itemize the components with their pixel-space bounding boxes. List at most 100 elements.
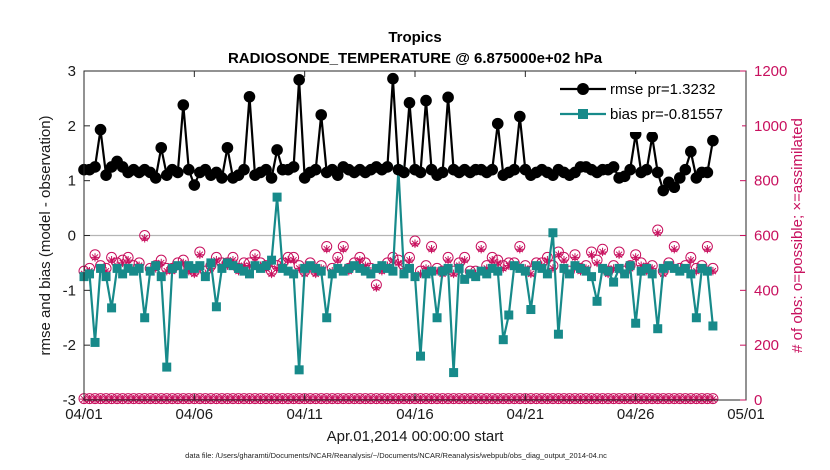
assimilated-obs-low-marker <box>140 394 149 404</box>
bias-point <box>675 266 685 276</box>
assimilated-obs-low-marker <box>162 394 171 404</box>
bias-point <box>564 269 574 279</box>
assimilated-obs-marker <box>355 255 365 265</box>
assimilated-obs-low-marker <box>195 394 205 404</box>
assimilated-obs-marker <box>245 261 254 270</box>
bias-point <box>261 261 271 271</box>
assimilated-obs-marker <box>377 266 387 276</box>
assimilated-obs-low-marker <box>311 394 320 404</box>
assimilated-obs-low-marker <box>201 394 210 404</box>
assimilated-obs-low-marker <box>559 394 569 404</box>
assimilated-obs-marker <box>427 245 436 254</box>
assimilated-obs-marker <box>289 255 298 265</box>
bias-point <box>410 272 420 282</box>
bias-point <box>278 263 288 273</box>
assimilated-obs-marker <box>554 250 563 259</box>
assimilated-obs-marker <box>449 269 458 279</box>
assimilated-obs-low-marker <box>659 394 668 404</box>
y-tick-label: 2 <box>68 118 76 135</box>
chart-subtitle: RADIOSONDE_TEMPERATURE @ 6.875000e+02 hP… <box>228 50 603 67</box>
assimilated-obs-low-marker <box>609 394 618 404</box>
bias-point <box>625 261 635 271</box>
rmse-point <box>640 163 653 176</box>
rmse-point <box>100 169 112 181</box>
rmse-point <box>171 166 184 179</box>
bias-point <box>416 351 426 361</box>
rmse-point <box>701 166 714 179</box>
rmse-point <box>260 163 272 176</box>
bias-point <box>404 263 414 273</box>
assimilated-obs-low-marker <box>322 394 331 404</box>
assimilated-obs-low-marker <box>339 394 348 404</box>
bias-point <box>636 266 646 276</box>
assimilated-obs-low-marker <box>675 394 684 404</box>
assimilated-obs-low-marker <box>245 394 254 404</box>
assimilated-obs-low-marker <box>234 394 243 404</box>
bias-point <box>487 263 497 273</box>
bias-point <box>156 272 166 282</box>
bias-point <box>85 269 95 279</box>
bias-point <box>289 269 299 279</box>
bias-point <box>476 266 486 276</box>
bias-point <box>256 263 266 273</box>
y-tick-label: 0 <box>68 228 76 245</box>
x-tick-label: 04/06 <box>176 406 214 423</box>
bias-point <box>609 277 619 287</box>
rmse-point <box>436 166 449 179</box>
rmse-point <box>94 123 107 136</box>
bias-point <box>129 266 139 276</box>
bias-point <box>471 272 481 282</box>
bias-point <box>333 263 343 273</box>
bias-point <box>553 329 563 339</box>
assimilated-obs-low-marker <box>614 394 624 404</box>
assimilated-obs-low-marker <box>372 394 381 404</box>
assimilated-obs-low-marker <box>157 394 166 404</box>
bias-point <box>90 337 100 347</box>
assimilated-obs-marker <box>631 253 640 262</box>
assimilated-obs-low-marker <box>510 394 519 404</box>
bias-point <box>465 269 475 279</box>
rmse-point <box>387 72 399 85</box>
assimilated-obs-low-marker <box>443 394 453 404</box>
bias-point <box>443 263 453 273</box>
rmse-point <box>149 172 162 184</box>
bias-point <box>101 272 111 282</box>
bias-point <box>592 296 602 306</box>
x-axis-ticks: 04/01 04/06 04/11 04/16 04/21 04/26 05/01 <box>65 71 765 423</box>
assimilated-obs-low-marker <box>603 394 613 404</box>
assimilated-obs-low-marker <box>112 394 122 404</box>
assimilated-obs-marker <box>410 239 420 248</box>
bias-point <box>460 274 470 284</box>
legend-bias-label: bias pr=-0.81557 <box>610 106 723 123</box>
bias-point <box>239 266 249 276</box>
legend-bias-marker <box>578 109 588 119</box>
rmse-point <box>514 110 526 123</box>
assimilated-obs-low-marker <box>592 394 602 404</box>
bias-point <box>587 272 597 282</box>
assimilated-obs-low-marker <box>543 394 552 404</box>
assimilated-obs-low-marker <box>129 394 138 404</box>
assimilated-obs-low-marker <box>697 394 707 404</box>
assimilated-obs-low-marker <box>449 394 458 404</box>
right-tick-label: 1000 <box>754 118 787 135</box>
assimilated-obs-low-marker <box>399 394 409 404</box>
bias-point <box>548 228 558 238</box>
bias-point <box>140 313 150 323</box>
rmse-point <box>309 163 322 176</box>
assimilated-obs-marker <box>190 269 199 279</box>
bias-point <box>653 324 663 334</box>
assimilated-obs-marker <box>283 255 293 265</box>
bias-point <box>399 269 409 279</box>
bias-point <box>327 269 337 279</box>
bias-point <box>134 263 144 273</box>
assimilated-obs-low-marker <box>168 394 177 404</box>
bias-point <box>360 266 370 276</box>
assimilated-obs-low-marker <box>134 394 144 404</box>
bias-point <box>167 263 177 273</box>
bias-point <box>669 263 679 273</box>
assimilated-obs-marker <box>228 255 238 265</box>
assimilated-obs-low-marker <box>405 394 414 404</box>
bias-point <box>217 263 227 273</box>
x-axis-label: Apr.01,2014 00:00:00 start <box>327 428 505 445</box>
assimilated-obs-low-marker <box>383 394 392 404</box>
